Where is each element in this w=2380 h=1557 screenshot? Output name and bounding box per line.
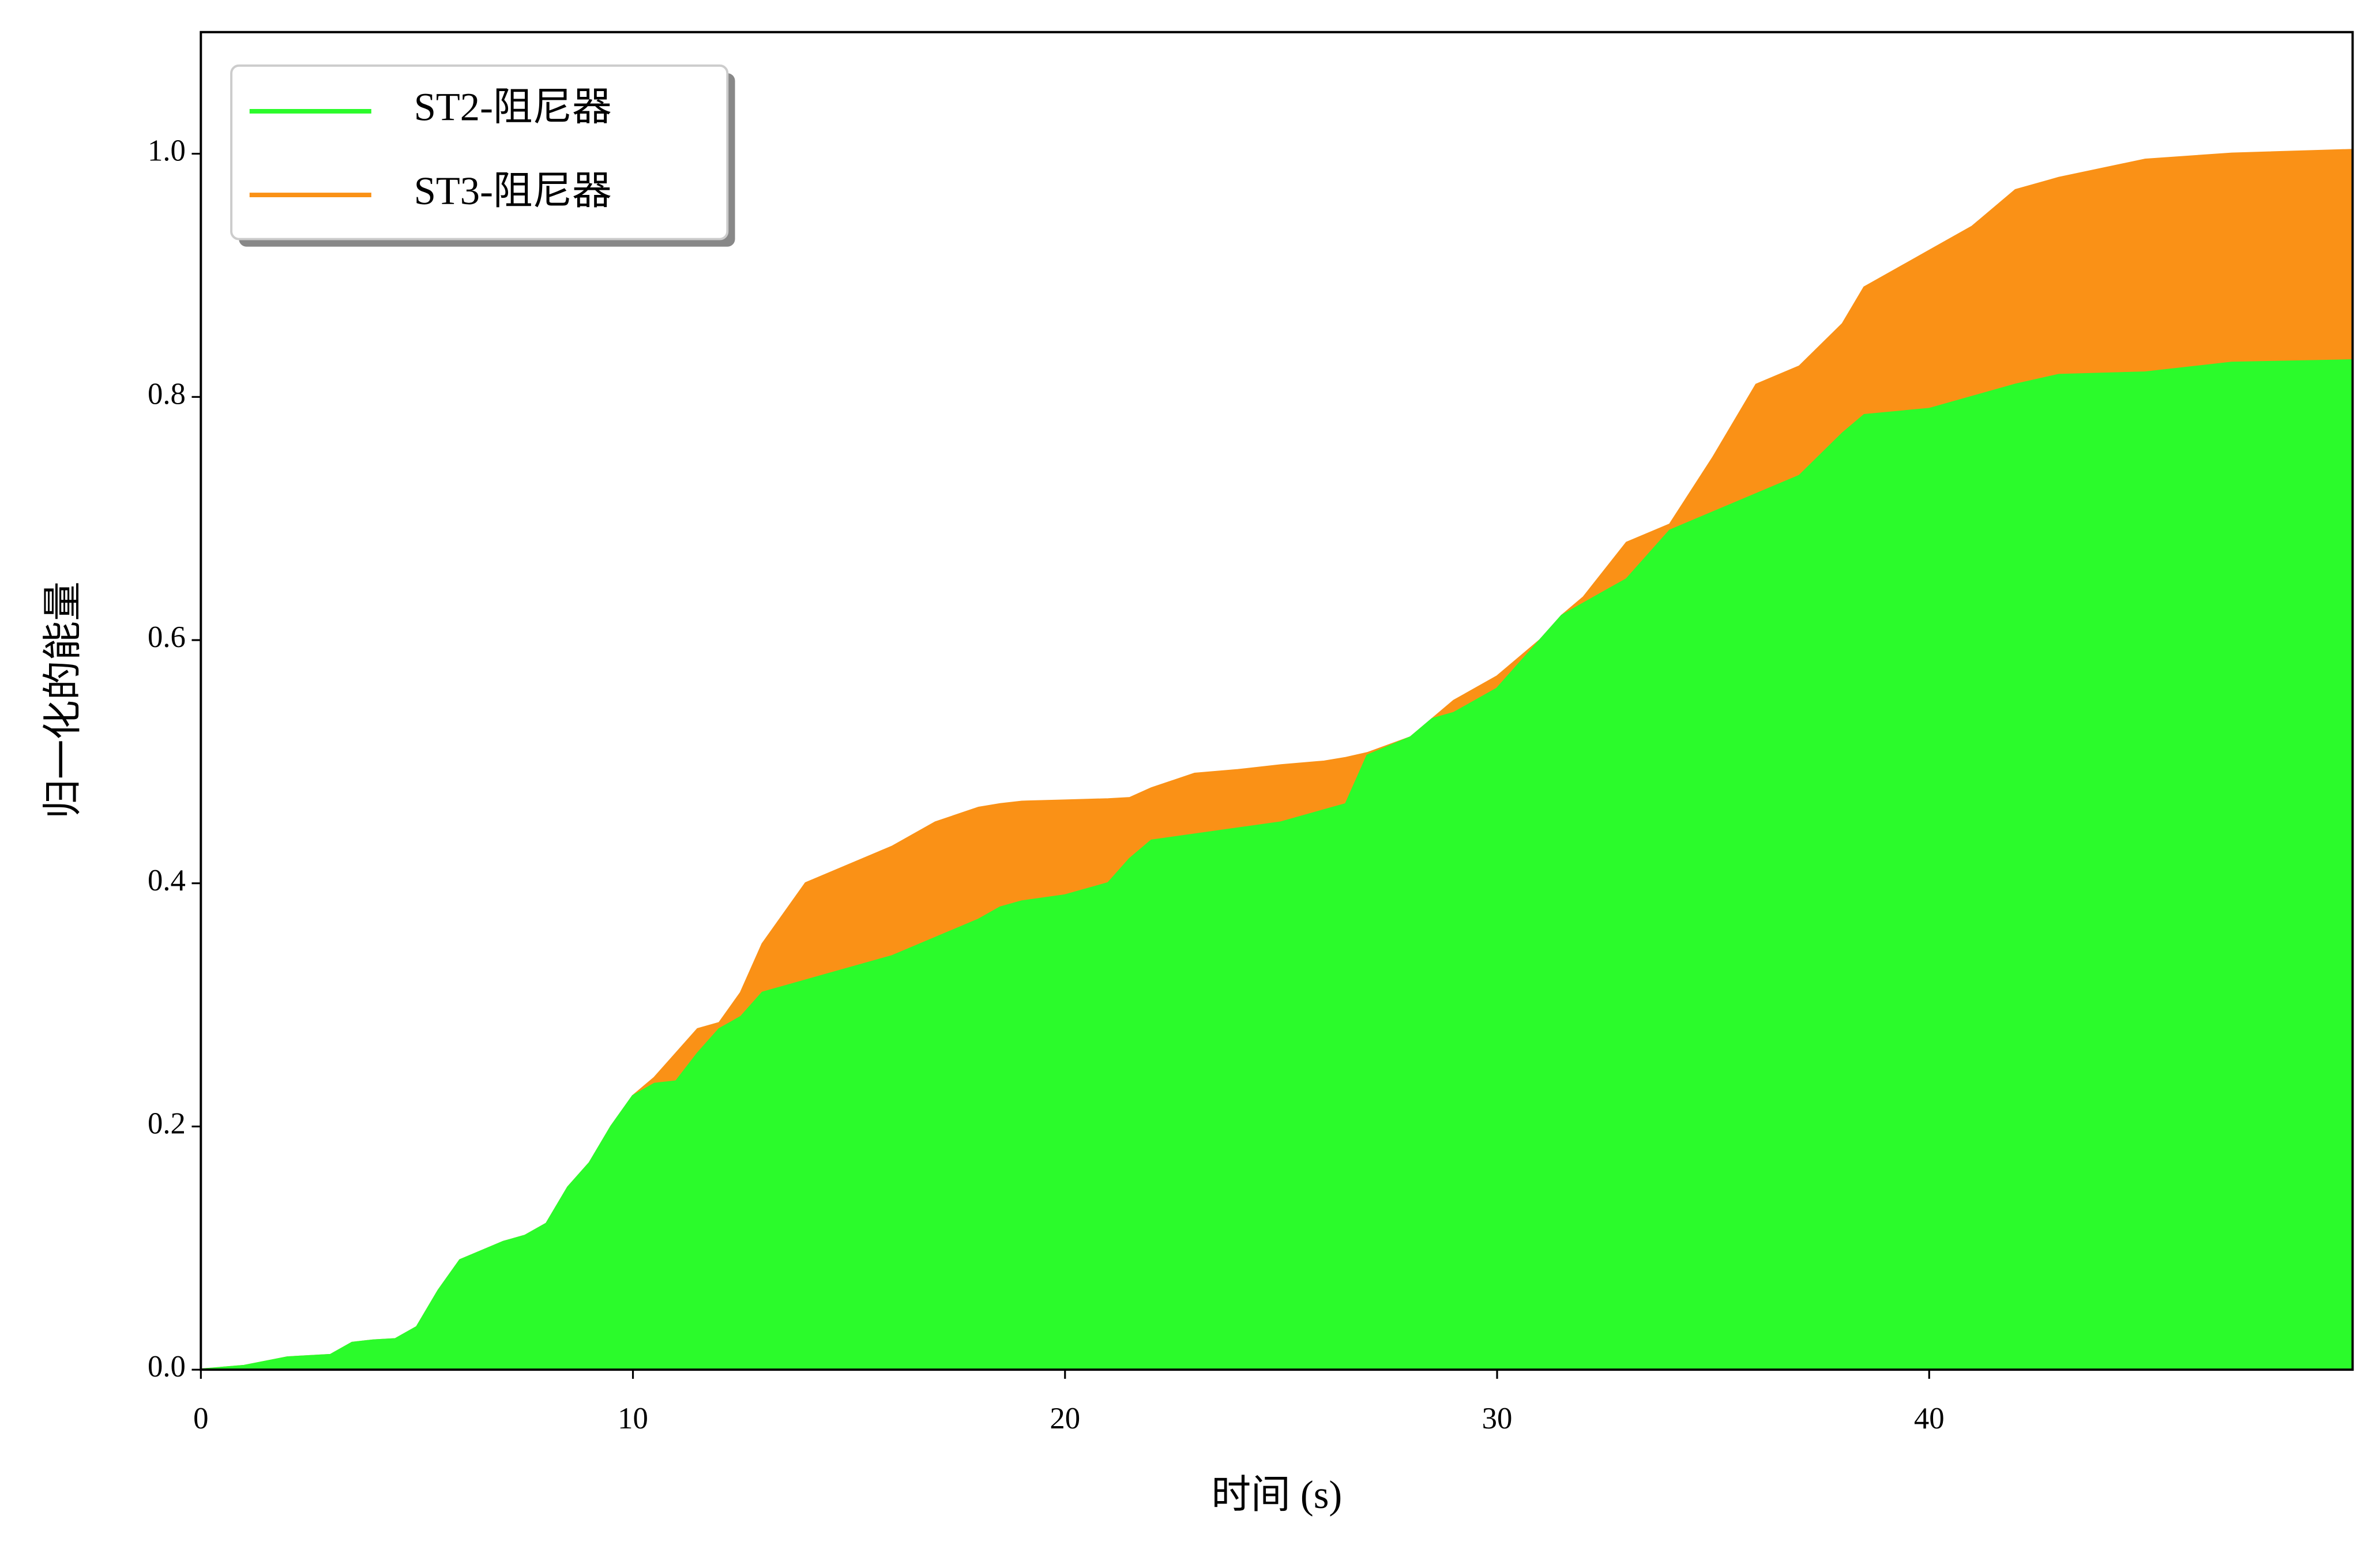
y-tick-label: 0.4 [148, 864, 186, 897]
x-axis-label: 时间 (s) [1212, 1473, 1343, 1517]
y-axis-label: 归一化的能量 [41, 581, 85, 819]
x-tick-label: 0 [193, 1402, 208, 1435]
y-tick-label: 0.2 [148, 1107, 186, 1141]
area-line [201, 359, 2353, 1371]
plot-frame [200, 31, 2354, 1371]
y-tick-label: 0.0 [148, 1350, 186, 1383]
y-tick-label: 0.8 [148, 377, 186, 411]
legend-label: ST3-阻尼器 [414, 169, 612, 213]
x-tick-label: 30 [1482, 1402, 1513, 1435]
x-tick-label: 20 [1050, 1402, 1080, 1435]
y-tick-label: 1.0 [148, 134, 186, 168]
y-tick-label: 0.6 [148, 620, 186, 654]
x-tick-label: 10 [618, 1402, 648, 1435]
area-fill [201, 360, 2353, 1370]
legend-label: ST2-阻尼器 [414, 85, 612, 129]
x-tick-label: 40 [1914, 1402, 1945, 1435]
